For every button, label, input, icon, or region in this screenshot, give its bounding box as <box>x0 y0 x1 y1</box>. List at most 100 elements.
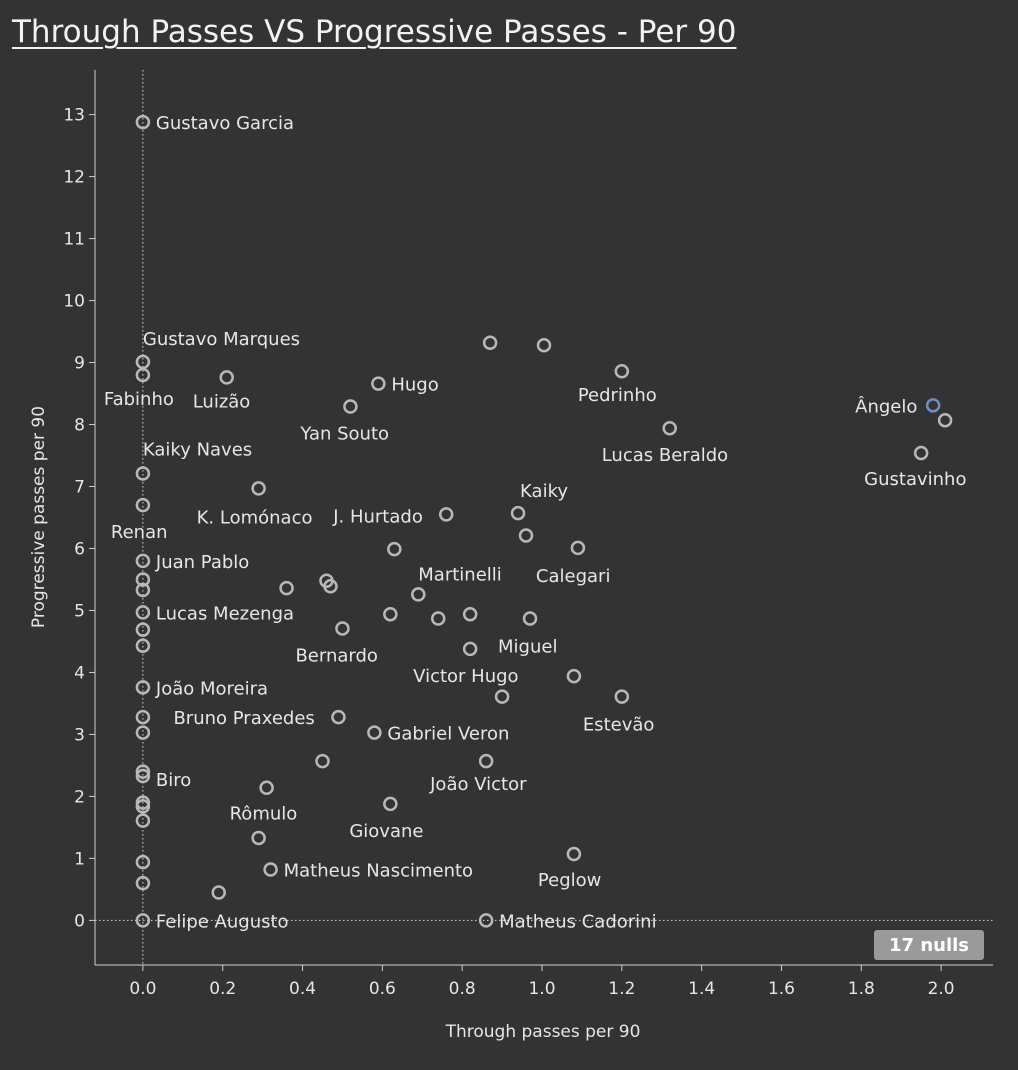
data-point-unlabeled[interactable] <box>135 813 151 828</box>
y-tick-label: 4 <box>74 663 85 683</box>
data-point-unlabeled[interactable] <box>135 572 151 587</box>
data-point-unlabeled[interactable] <box>387 541 402 557</box>
data-point-juan-pablo[interactable] <box>135 553 151 569</box>
point-label-fabinho: Fabinho <box>104 389 174 410</box>
data-point-gustavinho[interactable] <box>913 445 929 461</box>
data-point-felipe-augusto[interactable] <box>135 913 151 928</box>
point-label-joao-victor: João Victor <box>429 774 527 795</box>
point-label-bernardo: Bernardo <box>295 645 377 666</box>
data-point-unlabeled[interactable] <box>566 668 582 684</box>
data-point-unlabeled[interactable] <box>279 580 294 596</box>
data-point-joao-victor[interactable] <box>478 753 494 769</box>
data-point-unlabeled[interactable] <box>135 709 151 725</box>
data-point-gustavo-garcia[interactable] <box>135 114 151 130</box>
y-axis-title: Progressive passes per 90 <box>29 406 49 628</box>
data-point-renan[interactable] <box>135 497 151 513</box>
point-label-victor-hugo: Victor Hugo <box>413 666 518 687</box>
point-label-pedrinho: Pedrinho <box>578 385 657 406</box>
y-tick-label: 13 <box>63 106 85 126</box>
data-point-lucas-mezenga[interactable] <box>135 605 151 620</box>
data-point-unlabeled[interactable] <box>211 885 226 900</box>
data-point-unlabeled[interactable] <box>315 753 330 769</box>
point-label-peglow: Peglow <box>538 870 601 891</box>
data-point-unlabeled[interactable] <box>536 337 552 353</box>
data-point-romulo[interactable] <box>259 780 274 795</box>
x-axis-title: Through passes per 90 <box>445 1022 641 1042</box>
x-tick-label: 2.0 <box>928 979 955 999</box>
y-tick-label: 7 <box>74 478 85 498</box>
point-label-estevao: Estevão <box>583 715 655 736</box>
data-point-unlabeled[interactable] <box>135 622 151 637</box>
point-label-k-lomonaco: K. Lomónaco <box>197 507 313 528</box>
nulls-badge[interactable]: 17 nulls <box>874 930 984 960</box>
data-point-k-lomonaco[interactable] <box>251 481 266 496</box>
data-points <box>135 114 953 928</box>
x-ticks: 0.0 0.2 0.4 0.6 0.8 1.0 1.2 1.4 1.6 1.8 2.0 <box>129 965 955 999</box>
data-point-unlabeled[interactable] <box>518 528 534 543</box>
y-tick-label: 0 <box>74 911 85 931</box>
data-point-pedrinho[interactable] <box>614 363 630 379</box>
y-tick-label: 9 <box>74 354 85 374</box>
data-point-peglow[interactable] <box>566 846 582 862</box>
data-point-matheus-cadorini[interactable] <box>478 913 494 928</box>
data-point-luizao[interactable] <box>219 370 234 385</box>
data-point-j-hurtado[interactable] <box>438 507 454 522</box>
data-point-unlabeled[interactable] <box>383 606 398 622</box>
data-point-calegari[interactable] <box>570 540 586 556</box>
data-point-bruno-praxedes[interactable] <box>331 709 346 725</box>
data-point-unlabeled[interactable] <box>937 412 953 428</box>
data-point-yan-souto[interactable] <box>343 399 358 414</box>
data-point-unlabeled[interactable] <box>482 335 498 350</box>
data-point-joao-moreira[interactable] <box>135 680 151 695</box>
data-point-unlabeled[interactable] <box>135 764 151 779</box>
data-point-angelo[interactable] <box>925 398 941 413</box>
data-point-miguel[interactable] <box>522 611 538 626</box>
data-point-gabriel-veron[interactable] <box>367 725 382 740</box>
point-label-matheus-nascimento: Matheus Nascimento <box>284 861 473 882</box>
x-tick-label: 0.2 <box>209 979 236 999</box>
data-point-unlabeled[interactable] <box>251 830 266 846</box>
data-point-unlabeled[interactable] <box>323 579 338 594</box>
y-tick-label: 3 <box>74 725 85 745</box>
data-point-unlabeled[interactable] <box>135 875 151 891</box>
point-labels: Gustavo Garcia Gustavo Marques Fabinho Luiz… <box>104 113 967 932</box>
data-point-lucas-beraldo[interactable] <box>662 420 677 436</box>
data-point-estevao[interactable] <box>614 689 630 704</box>
data-point-unlabeled[interactable] <box>494 689 510 704</box>
data-point-fabinho[interactable] <box>135 367 151 383</box>
point-label-joao-moreira: João Moreira <box>155 678 268 699</box>
data-point-unlabeled[interactable] <box>135 582 151 598</box>
data-point-martinelli[interactable] <box>411 587 426 602</box>
x-tick-label: 1.6 <box>768 979 795 999</box>
point-label-gustavo-garcia: Gustavo Garcia <box>156 113 294 134</box>
data-point-kaiky[interactable] <box>510 505 526 521</box>
data-point-unlabeled[interactable] <box>430 611 446 626</box>
point-label-calegari: Calegari <box>536 566 611 587</box>
reference-lines <box>95 70 993 965</box>
data-point-biro[interactable] <box>135 768 151 784</box>
data-point-kaiky-naves[interactable] <box>135 466 151 481</box>
data-point-matheus-nascimento[interactable] <box>263 862 278 877</box>
point-label-juan-pablo: Juan Pablo <box>155 552 249 573</box>
y-tick-label: 8 <box>74 416 85 436</box>
data-point-victor-hugo[interactable] <box>462 641 478 657</box>
point-label-gabriel-veron: Gabriel Veron <box>387 724 509 745</box>
data-point-unlabeled[interactable] <box>135 799 151 814</box>
x-tick-label: 0.0 <box>129 979 156 999</box>
data-point-hugo[interactable] <box>371 376 386 391</box>
data-point-giovane[interactable] <box>383 796 398 812</box>
point-label-romulo: Rômulo <box>230 804 298 825</box>
point-label-kaiky-naves: Kaiky Naves <box>143 439 252 460</box>
point-label-luizao: Luizão <box>193 391 251 412</box>
data-point-unlabeled[interactable] <box>135 725 151 740</box>
data-point-unlabeled[interactable] <box>462 606 478 622</box>
data-point-unlabeled[interactable] <box>135 638 151 654</box>
point-label-gustavinho: Gustavinho <box>864 469 966 490</box>
data-point-bernardo[interactable] <box>335 621 350 636</box>
y-tick-label: 12 <box>63 168 85 188</box>
point-label-yan-souto: Yan Souto <box>299 424 389 445</box>
data-point-unlabeled[interactable] <box>135 854 151 870</box>
point-label-gustavo-marques: Gustavo Marques <box>143 329 300 350</box>
point-label-lucas-mezenga: Lucas Mezenga <box>156 603 294 624</box>
